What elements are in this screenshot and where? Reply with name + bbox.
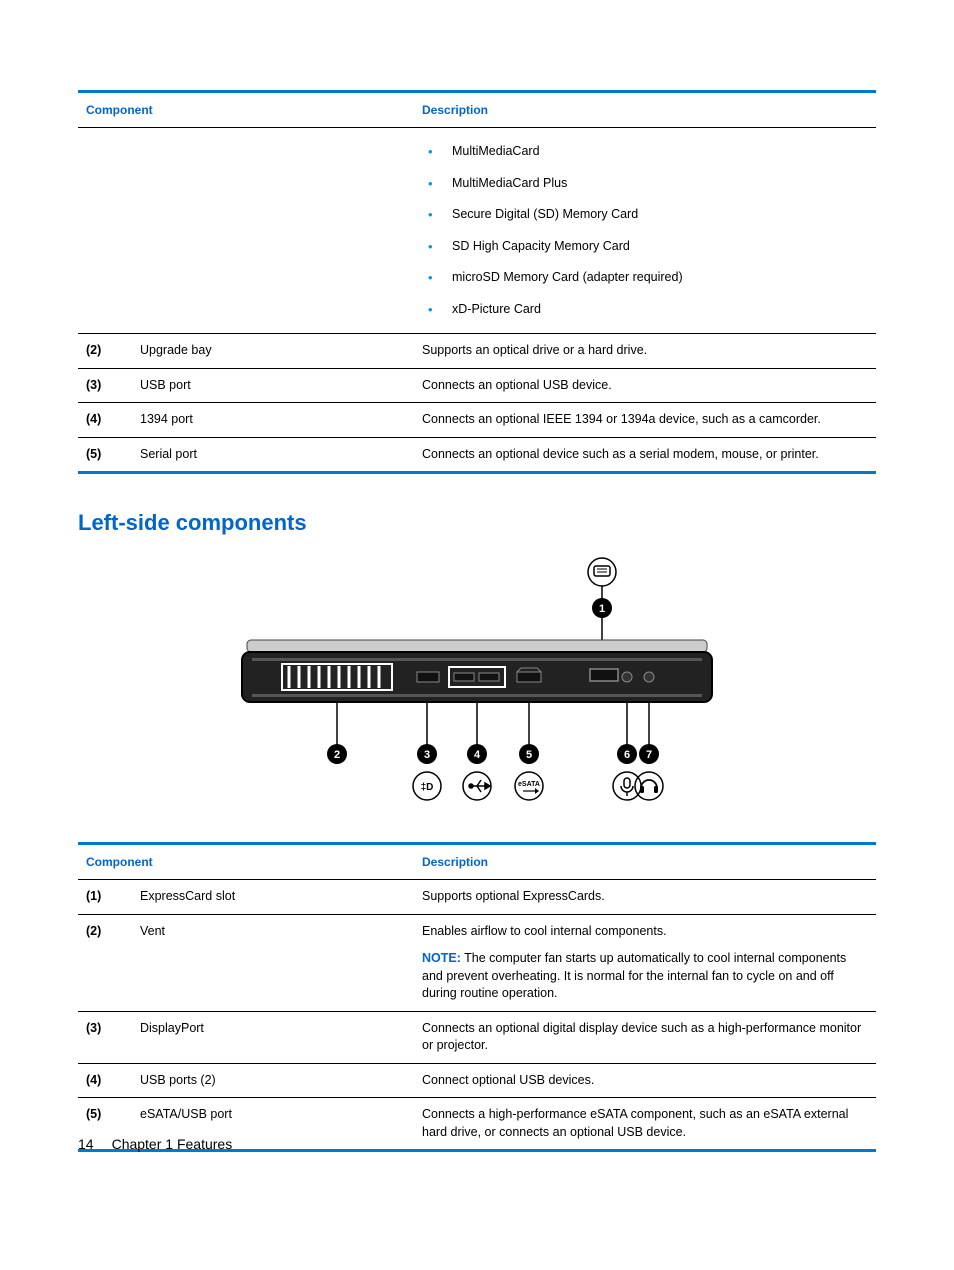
table-row: (5) Serial port Connects an optional dev… [78,438,876,472]
cell-description: Connects an optional IEEE 1394 or 1394a … [422,411,868,429]
table-row: (2) Upgrade bay Supports an optical driv… [78,334,876,369]
note-label: NOTE: [422,951,461,965]
svg-text:7: 7 [646,749,652,761]
cell-description: Connects an optional USB device. [422,377,868,395]
svg-text:2: 2 [334,749,340,761]
cell-name: USB port [140,377,422,395]
cell-number: (3) [86,1020,140,1055]
page-number: 14 [78,1136,94,1152]
header-component: Component [86,855,422,869]
section-heading-leftside: Left-side components [78,510,876,536]
svg-text:6: 6 [624,749,630,761]
cell-description: MultiMediaCard MultiMediaCard Plus Secur… [422,136,868,325]
cell-number: (1) [86,888,140,906]
list-item: SD High Capacity Memory Card [422,231,868,263]
table-row: MultiMediaCard MultiMediaCard Plus Secur… [78,128,876,334]
cell-number: (5) [86,446,140,464]
svg-text:1: 1 [599,603,605,615]
cell-description: Supports optional ExpressCards. [422,888,868,906]
cell-description: Connects an optional digital display dev… [422,1020,868,1055]
svg-text:eSATA: eSATA [518,781,540,788]
header-description: Description [422,855,868,869]
header-description: Description [422,103,868,117]
cell-description: Connects a high-performance eSATA compon… [422,1106,868,1141]
chapter-label: Chapter 1 Features [112,1136,233,1152]
cell-name: Upgrade bay [140,342,422,360]
cell-description: Enables airflow to cool internal compone… [422,923,868,1003]
cell-description: Connects an optional device such as a se… [422,446,868,464]
cell-name: 1394 port [140,411,422,429]
list-item: MultiMediaCard Plus [422,168,868,200]
cell-number [86,136,140,325]
components-table-2: Component Description (1) ExpressCard sl… [78,842,876,1152]
list-item: Secure Digital (SD) Memory Card [422,199,868,231]
table-row: (3) USB port Connects an optional USB de… [78,369,876,404]
list-item: MultiMediaCard [422,136,868,168]
svg-text:5: 5 [526,749,532,761]
cell-number: (4) [86,411,140,429]
page-footer: 14 Chapter 1 Features [78,1136,232,1152]
desc-text: Enables airflow to cool internal compone… [422,924,667,938]
cell-description: Connect optional USB devices. [422,1072,868,1090]
cell-name: Vent [140,923,422,1003]
components-table-1: Component Description MultiMediaCard Mul… [78,90,876,474]
note-text: The computer fan starts up automatically… [422,951,846,1000]
table-row: (2) Vent Enables airflow to cool interna… [78,915,876,1012]
table-row: (3) DisplayPort Connects an optional dig… [78,1012,876,1064]
list-item: xD-Picture Card [422,294,868,326]
table-row: (4) 1394 port Connects an optional IEEE … [78,403,876,438]
cell-number: (4) [86,1072,140,1090]
cell-name [140,136,422,325]
cell-description: Supports an optical drive or a hard driv… [422,342,868,360]
cell-name: DisplayPort [140,1020,422,1055]
cell-name: ExpressCard slot [140,888,422,906]
svg-text:4: 4 [474,749,481,761]
cell-number: (3) [86,377,140,395]
cell-number: (2) [86,342,140,360]
table-row: (4) USB ports (2) Connect optional USB d… [78,1064,876,1099]
card-format-list: MultiMediaCard MultiMediaCard Plus Secur… [422,136,868,325]
note-block: NOTE: The computer fan starts up automat… [422,950,868,1003]
header-component: Component [86,103,422,117]
svg-text:‡D: ‡D [421,782,434,793]
cell-name: USB ports (2) [140,1072,422,1090]
laptop-side-diagram: 1 [78,554,876,814]
diagram-svg: 1 [227,554,727,814]
svg-text:3: 3 [424,749,430,761]
table-header-row: Component Description [78,93,876,128]
cell-number: (2) [86,923,140,1003]
table-header-row: Component Description [78,845,876,880]
cell-name: Serial port [140,446,422,464]
list-item: microSD Memory Card (adapter required) [422,262,868,294]
table-row: (1) ExpressCard slot Supports optional E… [78,880,876,915]
